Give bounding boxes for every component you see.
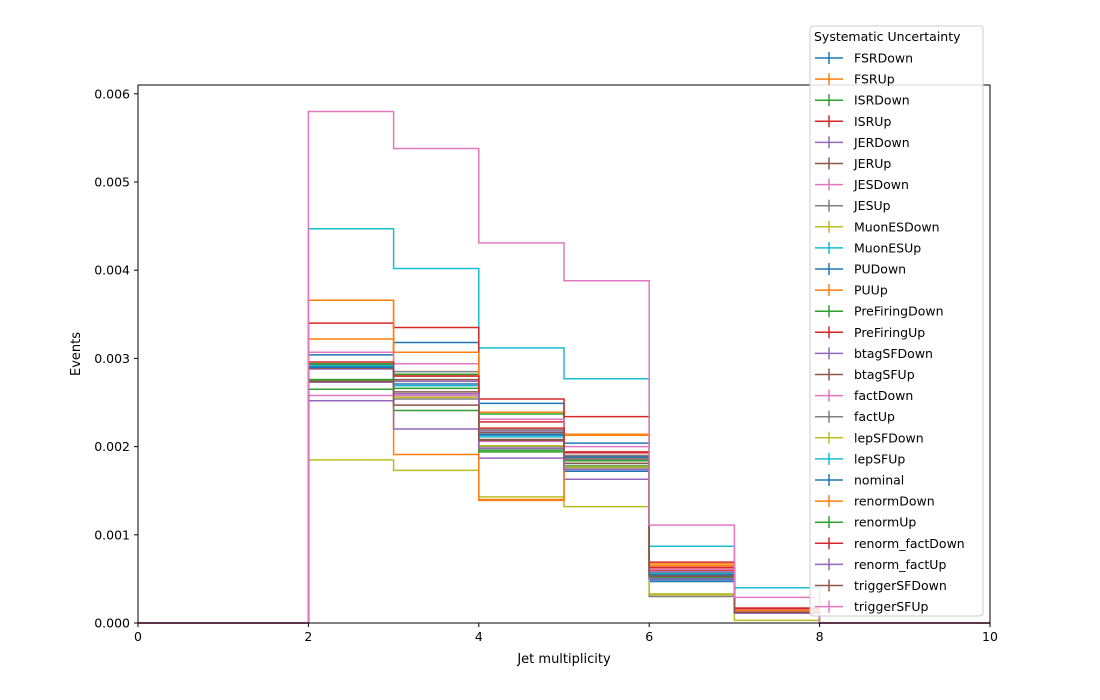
y-tick-label: 0.004 xyxy=(94,263,130,278)
legend-item: factUp xyxy=(815,409,895,424)
legend-label: PUDown xyxy=(854,262,906,277)
x-tick-label: 0 xyxy=(134,629,142,644)
legend-label: MuonESDown xyxy=(854,219,940,234)
y-tick-label: 0.001 xyxy=(94,527,130,542)
y-tick-label: 0.002 xyxy=(94,439,130,454)
legend-item: PUUp xyxy=(815,283,888,298)
legend-item: renorm_factUp xyxy=(815,557,946,572)
legend-label: factUp xyxy=(854,409,895,424)
legend-item: PUDown xyxy=(815,262,906,277)
legend-label: JERUp xyxy=(853,156,891,171)
y-axis-label: Events xyxy=(69,332,84,376)
x-axis-label: Jet multiplicity xyxy=(516,652,611,667)
legend-label: btagSFUp xyxy=(854,367,915,382)
legend-label: JESDown xyxy=(853,177,909,192)
legend-label: renorm_factDown xyxy=(854,536,965,551)
legend-label: MuonESUp xyxy=(854,240,921,255)
legend-item: ISRUp xyxy=(815,114,891,129)
legend-item: renormDown xyxy=(815,494,935,509)
x-axis: 0 2 4 6 8 10 xyxy=(134,623,998,644)
legend-label: FSRUp xyxy=(854,72,895,87)
legend-title: Systematic Uncertainty xyxy=(814,29,961,44)
legend-item: FSRUp xyxy=(815,72,895,87)
legend-label: renormUp xyxy=(854,515,916,530)
legend-item: JERDown xyxy=(815,135,910,150)
legend-item: renormUp xyxy=(815,515,916,530)
legend-label: nominal xyxy=(854,473,904,488)
legend-item: MuonESUp xyxy=(815,240,921,255)
legend-item: ISRDown xyxy=(815,93,910,108)
legend-item: triggerSFDown xyxy=(815,578,947,593)
legend-label: renorm_factUp xyxy=(854,557,946,572)
legend-label: factDown xyxy=(854,388,913,403)
legend-label: renormDown xyxy=(854,494,935,509)
legend-item: JESDown xyxy=(815,177,909,192)
legend-item: factDown xyxy=(815,388,913,403)
legend-label: lepSFUp xyxy=(854,451,905,466)
legend-label: JERDown xyxy=(853,135,910,150)
y-tick-label: 0.005 xyxy=(94,175,130,190)
y-tick-label: 0.000 xyxy=(94,616,130,631)
legend-item: nominal xyxy=(815,473,904,488)
legend-label: PUUp xyxy=(854,283,888,298)
legend-label: ISRUp xyxy=(854,114,891,129)
y-axis: 0.000 0.001 0.002 0.003 0.004 0.005 0.006 xyxy=(94,86,138,631)
y-tick-label: 0.003 xyxy=(94,351,130,366)
legend: Systematic Uncertainty FSRDown FSRUp ISRDo… xyxy=(809,25,984,617)
legend-label: ISRDown xyxy=(854,93,910,108)
legend-item: triggerSFUp xyxy=(815,599,928,614)
legend-label: triggerSFUp xyxy=(854,599,928,614)
legend-label: JESUp xyxy=(853,198,891,213)
y-tick-label: 0.006 xyxy=(94,86,130,101)
legend-item: renorm_factDown xyxy=(815,536,965,551)
legend-item: MuonESDown xyxy=(815,219,940,234)
legend-item: JERUp xyxy=(815,156,891,171)
legend-item: PreFiringDown xyxy=(815,304,944,319)
x-tick-label: 6 xyxy=(645,629,653,644)
legend-items: FSRDown FSRUp ISRDown ISRUp JERDown JERUp JESD… xyxy=(815,51,965,614)
legend-item: JESUp xyxy=(815,198,891,213)
x-tick-label: 8 xyxy=(816,629,824,644)
legend-label: FSRDown xyxy=(854,51,913,66)
legend-label: btagSFDown xyxy=(854,346,933,361)
plot-area-frame xyxy=(137,84,991,624)
legend-item: lepSFDown xyxy=(815,430,924,445)
legend-item: lepSFUp xyxy=(815,451,905,466)
legend-box xyxy=(809,25,984,617)
legend-item: PreFiringUp xyxy=(815,325,925,340)
legend-label: lepSFDown xyxy=(854,430,924,445)
legend-item: btagSFUp xyxy=(815,367,915,382)
x-tick-label: 10 xyxy=(982,629,998,644)
legend-label: PreFiringDown xyxy=(854,304,944,319)
x-tick-label: 4 xyxy=(475,629,483,644)
legend-item: btagSFDown xyxy=(815,346,933,361)
x-tick-label: 2 xyxy=(304,629,312,644)
legend-item: FSRDown xyxy=(815,51,913,66)
legend-label: PreFiringUp xyxy=(854,325,925,340)
legend-label: triggerSFDown xyxy=(854,578,947,593)
